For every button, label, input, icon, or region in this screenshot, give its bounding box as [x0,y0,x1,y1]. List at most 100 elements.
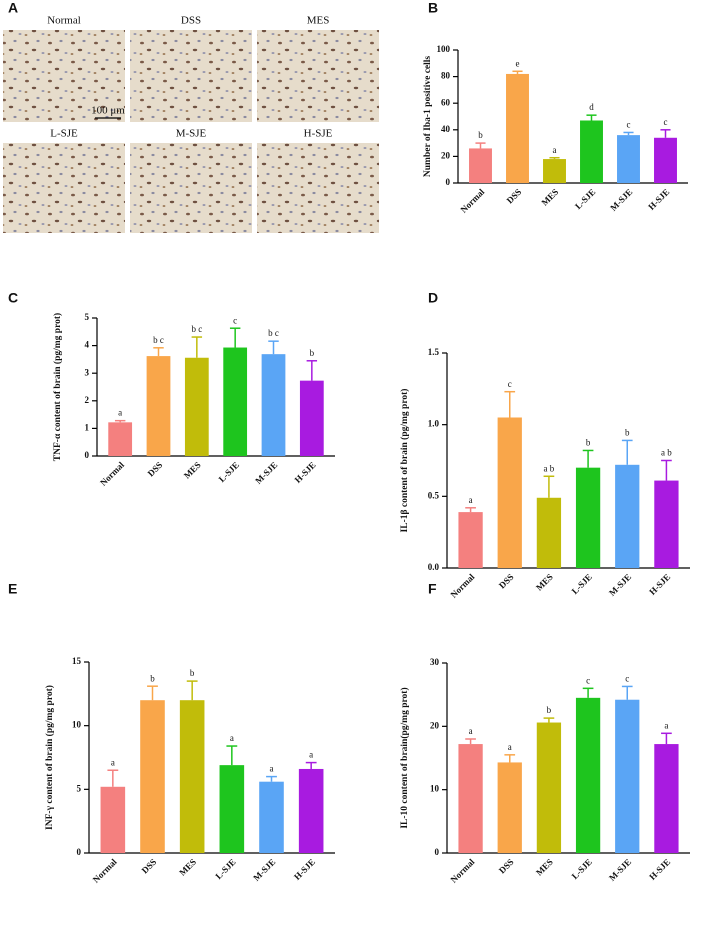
bar [617,135,640,183]
significance-letter: c [627,120,631,130]
bar [654,137,677,183]
bar [536,497,562,568]
x-tick-label: DSS [140,857,159,876]
bar [184,357,209,456]
significance-letter: c [664,117,668,127]
significance-letter: d [589,102,594,112]
significance-letter: a [664,720,668,730]
y-tick-label: 20 [441,150,451,160]
bar [259,781,284,853]
y-tick-label: 60 [441,97,451,107]
x-tick-label: H-SJE [647,857,672,882]
bar [654,480,679,568]
bar [140,700,165,853]
x-tick-label: H-SJE [293,460,318,485]
bar [223,347,248,456]
bar [458,512,483,568]
y-tick-label: 0 [77,847,82,857]
chart-panel: E INF-γ content of brain (pg/mg prot) 0 5 10… [8,581,335,885]
significance-letter: b [190,668,195,678]
image-label: H-SJE [304,128,333,140]
bar [261,354,286,456]
x-tick-label: L-SJE [570,857,594,881]
bar [654,744,679,853]
significance-letter: b [547,705,552,715]
chart-panel: D IL-1β content of brain (pg/mg prot) 0.0 0… [399,290,690,600]
bar [497,762,522,853]
bar [298,768,324,853]
significance-letter: b [478,130,483,140]
bar [219,765,245,853]
significance-letter: b [586,438,591,448]
bar [615,464,640,568]
chart-panel: F IL-10 content of brain(pg/mg prot) 0 10 20… [399,581,690,885]
x-tick-label: DSS [497,572,516,591]
x-tick-label: Normal [458,186,486,214]
significance-letter: b [150,673,155,683]
chart-panel: B Number of Iba-1 positive cells 0 20 40 60 80… [423,0,688,215]
image-label: Normal [47,15,81,27]
x-tick-label: DSS [505,187,524,206]
y-tick-label: 1.5 [428,347,440,357]
bar [179,700,205,853]
significance-letter: a b [661,448,672,458]
significance-letter: a [508,742,512,752]
y-tick-label: 15 [72,656,82,666]
bar [580,120,603,183]
y-tick-label: 0.5 [428,490,440,500]
y-tick-label: 100 [437,44,451,54]
y-tick-label: 0 [85,450,90,460]
image-label: L-SJE [50,128,78,140]
micrograph [3,143,125,233]
y-tick-label: 20 [430,720,440,730]
x-tick-label: MES [182,460,203,481]
significance-letter: b [625,427,630,437]
bar [536,722,562,853]
x-tick-label: M-SJE [253,460,279,486]
bar [100,786,126,853]
significance-letter: c [586,675,590,685]
x-tick-label: Normal [449,571,477,599]
bar [506,73,529,183]
y-tick-label: 0 [446,177,451,187]
x-tick-label: MES [177,857,198,878]
x-tick-label: L-SJE [570,572,594,596]
significance-letter: a [309,750,313,760]
panel-label: D [428,290,438,306]
significance-letter: c [508,379,512,389]
significance-letter: a [111,757,115,767]
bar [575,697,601,853]
x-tick-label: H-SJE [646,187,671,212]
y-axis-label: IL-10 content of brain(pg/mg prot) [399,687,410,828]
significance-letter: b c [268,328,279,338]
y-axis-label: INF-γ content of brain (pg/mg prot) [44,685,55,830]
y-tick-label: 80 [441,71,451,81]
y-tick-label: 0 [435,847,440,857]
significance-letter: a [553,145,557,155]
y-tick-label: 10 [430,784,440,794]
y-tick-label: 0.0 [428,562,440,572]
panel-label: A [8,0,18,16]
significance-letter: a [270,764,274,774]
bar [458,744,483,853]
x-tick-label: M-SJE [608,187,634,213]
significance-letter: b c [191,324,202,334]
image-label: MES [307,15,330,27]
x-tick-label: M-SJE [607,572,633,598]
x-tick-label: DSS [146,460,165,479]
x-tick-label: Normal [91,856,119,884]
x-tick-label: L-SJE [213,857,237,881]
y-tick-label: 2 [85,395,90,405]
significance-letter: a [118,408,122,418]
bar [615,699,640,853]
significance-letter: e [516,58,520,68]
y-axis-label: IL-1β content of brain (pg/mg prot) [399,389,410,533]
bar [575,467,601,568]
y-tick-label: 4 [85,340,90,350]
image-label: M-SJE [176,128,207,140]
micrograph [257,30,379,122]
significance-letter: a [230,733,234,743]
significance-letter: a b [544,463,555,473]
bar [299,380,324,456]
x-tick-label: Normal [449,856,477,884]
